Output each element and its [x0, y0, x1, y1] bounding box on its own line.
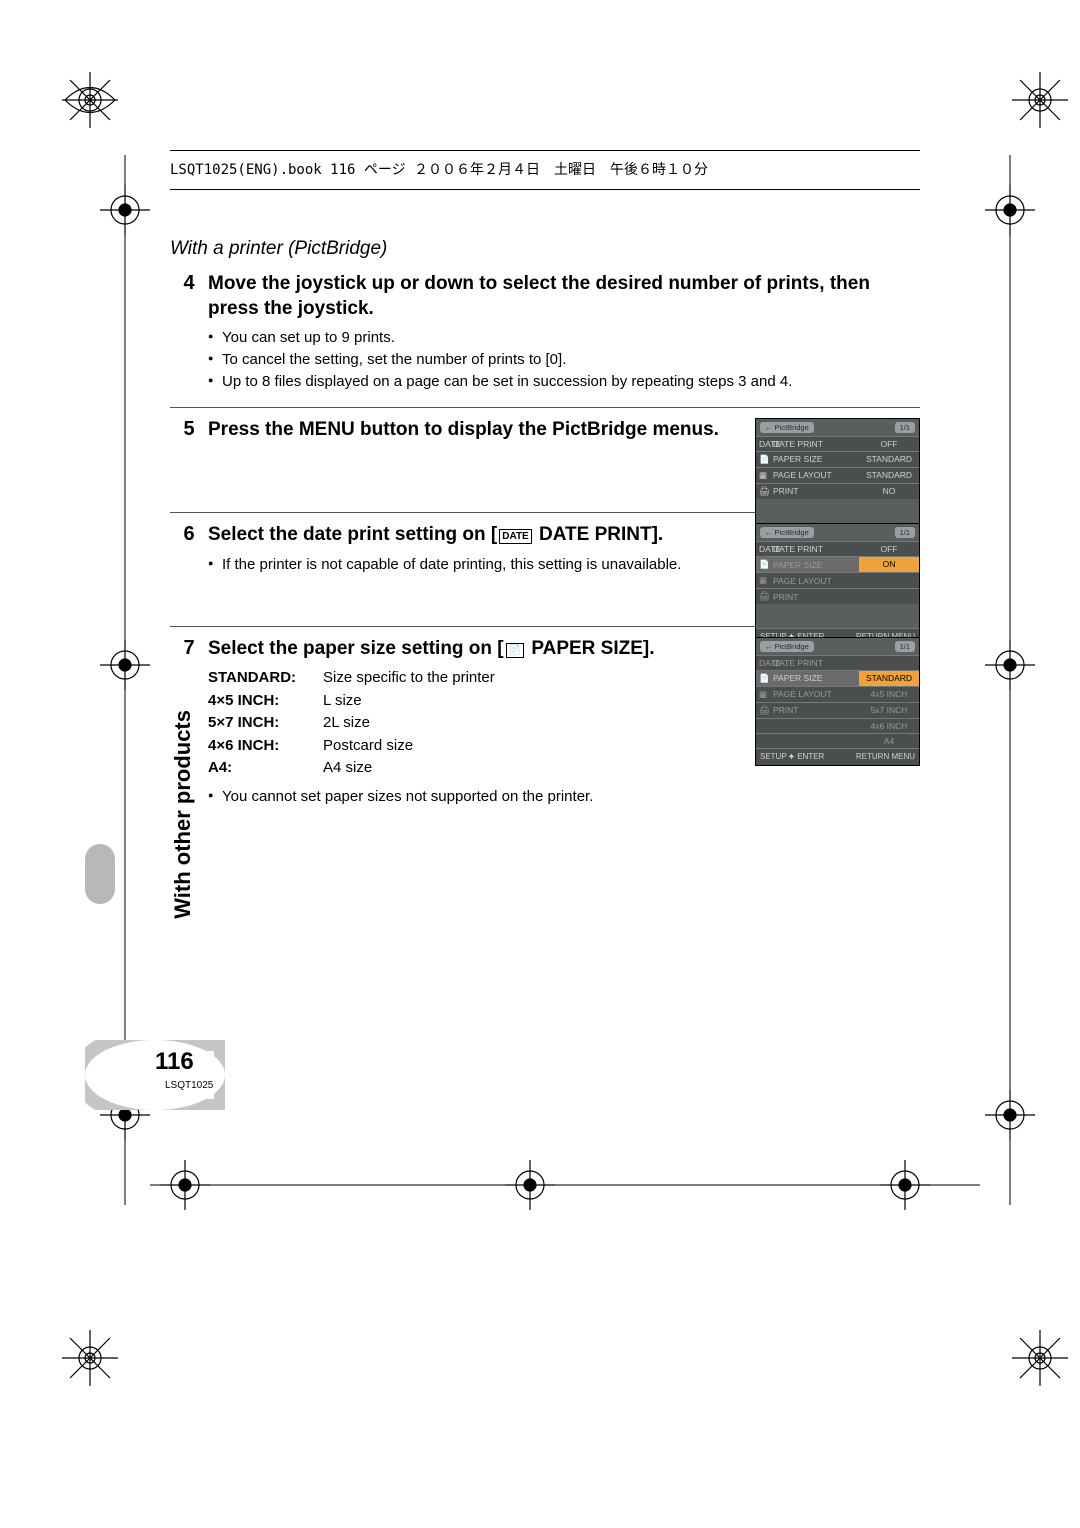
step-5-heading: Press the MENU button to display the Pic…	[208, 418, 745, 443]
step-4-heading: Move the joystick up or down to select t…	[208, 272, 920, 321]
reg-mark-left-top	[100, 185, 150, 235]
pictbridge-menu-7: ← PictBridge1/1DATEDATE PRINT📄PAPER SIZE…	[755, 637, 920, 766]
step-4-bullet: You can set up to 9 prints.	[208, 327, 920, 349]
reg-mark-bot-mid	[505, 1160, 555, 1210]
section-title: With a printer (PictBridge)	[170, 238, 920, 260]
step-6-bullet: If the printer is not capable of date pr…	[208, 554, 745, 576]
pictbridge-menu-5: ← PictBridge1/1DATEDATE PRINTOFF📄PAPER S…	[755, 418, 920, 541]
step-7-bullet: You cannot set paper sizes not supported…	[208, 786, 745, 808]
page-frame: LSQT1025(ENG).book 116 ページ ２００６年２月４日 土曜日…	[170, 150, 920, 814]
step-4-bullets: You can set up to 9 prints. To cancel th…	[208, 327, 920, 392]
step-6-number: 6	[170, 523, 208, 575]
paper-size-table: STANDARD:Size specific to the printer 4×…	[208, 667, 745, 780]
book-header-line: LSQT1025(ENG).book 116 ページ ２００６年２月４日 土曜日…	[170, 151, 920, 190]
reg-mark-bot-left	[160, 1160, 210, 1210]
date-icon: DATE	[499, 529, 531, 544]
crop-mark-tr	[1010, 70, 1070, 130]
page-number: 116	[155, 1048, 194, 1076]
step-6-heading: Select the date print setting on [DATE D…	[208, 523, 745, 548]
reg-mark-right-top	[985, 185, 1035, 235]
divider	[170, 407, 920, 408]
crop-mark-tl	[60, 70, 120, 130]
paper-icon: 📄	[506, 643, 524, 658]
side-tab-pill	[85, 844, 115, 904]
step-7-bullets: You cannot set paper sizes not supported…	[208, 786, 745, 808]
step-7-heading: Select the paper size setting on [📄 PAPE…	[208, 637, 745, 662]
side-tab-label: With other products	[170, 710, 196, 919]
reg-mark-bot-right	[880, 1160, 930, 1210]
reg-mark-right-mid	[985, 640, 1035, 690]
reg-mark-left-mid	[100, 640, 150, 690]
reg-mark-right-bot	[985, 1090, 1035, 1140]
pictbridge-menu-6: ← PictBridge1/1DATEDATE PRINTOFF📄PAPER S…	[755, 523, 920, 646]
bottom-rule	[150, 1155, 980, 1215]
step-4: 4 Move the joystick up or down to select…	[170, 272, 920, 393]
step-4-bullet: To cancel the setting, set the number of…	[208, 349, 920, 371]
crop-mark-bl	[60, 1328, 120, 1388]
page-number-oval: 116 LSQT1025	[85, 1040, 225, 1110]
crop-mark-br	[1010, 1328, 1070, 1388]
step-4-bullet: Up to 8 files displayed on a page can be…	[208, 371, 920, 393]
step-4-number: 4	[170, 272, 208, 393]
step-5-number: 5	[170, 418, 208, 443]
step-6-bullets: If the printer is not capable of date pr…	[208, 554, 745, 576]
doc-code: LSQT1025	[165, 1080, 213, 1091]
